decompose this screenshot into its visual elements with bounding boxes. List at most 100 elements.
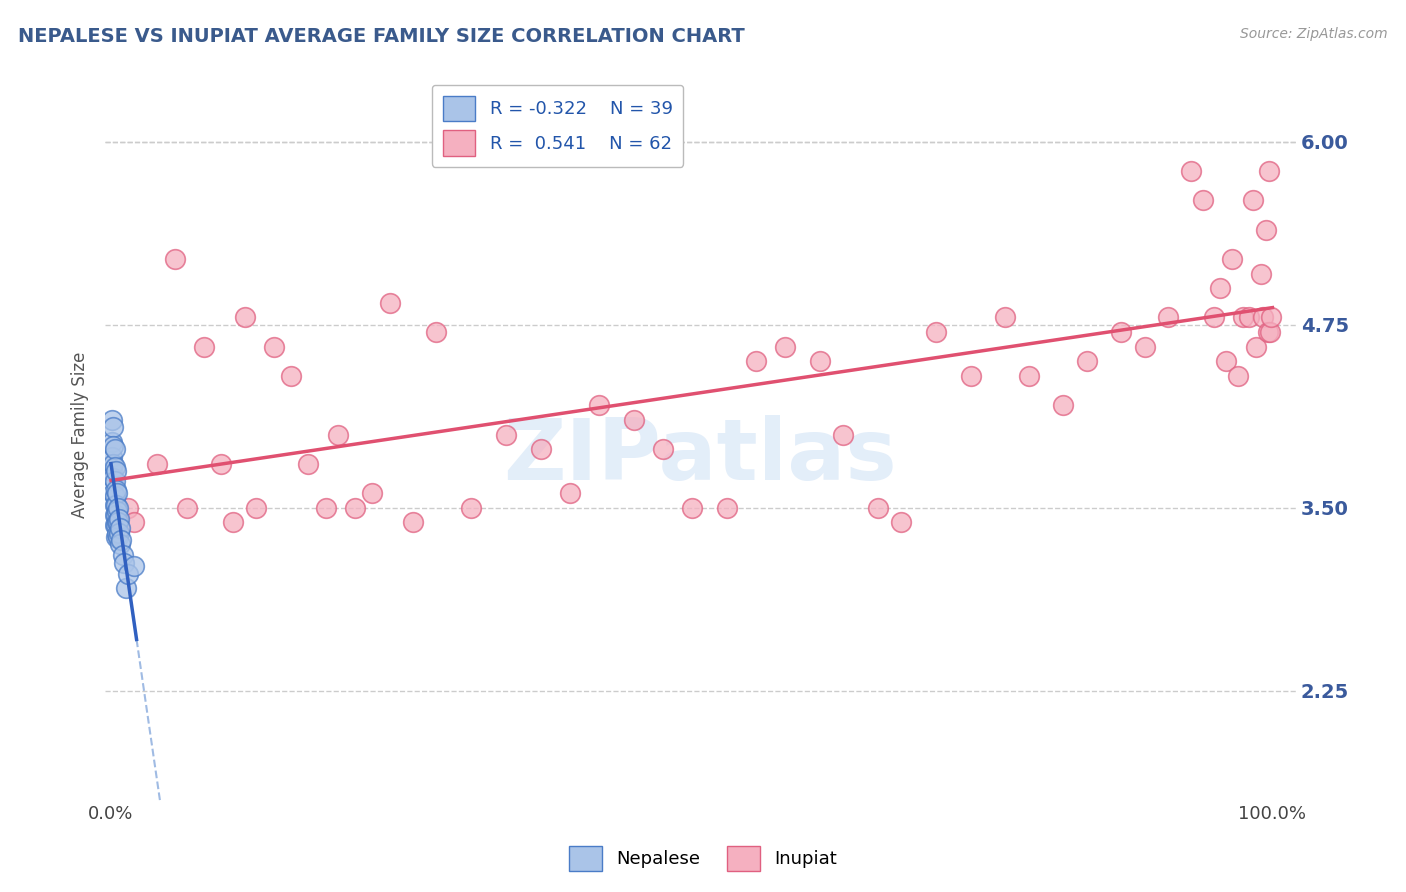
Point — [890, 516, 912, 530]
Point — [122, 516, 145, 530]
Point — [1076, 354, 1098, 368]
Point — [105, 504, 128, 518]
Point — [104, 483, 127, 498]
Point — [1232, 310, 1254, 325]
Point — [588, 398, 610, 412]
Point — [1133, 340, 1156, 354]
Point — [146, 457, 169, 471]
Point — [101, 413, 124, 427]
Point — [1191, 194, 1213, 208]
Point — [1180, 164, 1202, 178]
Point — [110, 537, 132, 551]
Point — [959, 369, 981, 384]
Point — [866, 500, 889, 515]
Point — [245, 500, 267, 515]
Point — [1209, 281, 1232, 295]
Point — [1018, 369, 1040, 384]
Point — [107, 516, 129, 530]
Point — [378, 295, 401, 310]
Point — [558, 486, 581, 500]
Point — [1052, 398, 1074, 412]
Point — [402, 516, 425, 530]
Point — [103, 475, 125, 489]
Point — [1250, 267, 1272, 281]
Point — [361, 486, 384, 500]
Point — [101, 464, 124, 478]
Point — [112, 557, 135, 571]
Point — [1241, 194, 1264, 208]
Point — [831, 427, 853, 442]
Point — [104, 530, 127, 544]
Point — [1157, 310, 1180, 325]
Point — [108, 512, 131, 526]
Point — [105, 486, 128, 500]
Point — [1251, 310, 1274, 325]
Point — [103, 489, 125, 503]
Point — [808, 354, 831, 368]
Legend: Nepalese, Inupiat: Nepalese, Inupiat — [562, 838, 844, 879]
Point — [117, 566, 139, 581]
Point — [111, 548, 134, 562]
Point — [104, 508, 127, 522]
Point — [103, 442, 125, 457]
Point — [1215, 354, 1237, 368]
Legend: R = -0.322    N = 39, R =  0.541    N = 62: R = -0.322 N = 39, R = 0.541 N = 62 — [432, 85, 683, 167]
Point — [101, 434, 124, 449]
Point — [103, 498, 125, 512]
Point — [425, 325, 447, 339]
Point — [107, 500, 129, 515]
Point — [460, 500, 482, 515]
Point — [209, 457, 232, 471]
Point — [193, 340, 215, 354]
Point — [773, 340, 796, 354]
Point — [326, 427, 349, 442]
Point — [103, 420, 125, 434]
Text: Source: ZipAtlas.com: Source: ZipAtlas.com — [1240, 27, 1388, 41]
Point — [530, 442, 553, 457]
Point — [163, 252, 186, 266]
Point — [623, 413, 645, 427]
Point — [122, 559, 145, 574]
Point — [104, 464, 127, 478]
Point — [107, 530, 129, 544]
Point — [1220, 252, 1243, 266]
Point — [103, 439, 125, 453]
Point — [103, 457, 125, 471]
Point — [263, 340, 285, 354]
Point — [297, 457, 319, 471]
Point — [716, 500, 738, 515]
Point — [1260, 310, 1282, 325]
Point — [103, 471, 125, 485]
Point — [110, 521, 132, 535]
Point — [1258, 164, 1281, 178]
Point — [233, 310, 256, 325]
Point — [1239, 310, 1261, 325]
Point — [681, 500, 703, 515]
Point — [1111, 325, 1133, 339]
Point — [222, 516, 245, 530]
Point — [101, 450, 124, 464]
Point — [343, 500, 366, 515]
Y-axis label: Average Family Size: Average Family Size — [72, 351, 89, 517]
Point — [104, 498, 127, 512]
Point — [103, 508, 125, 522]
Point — [1254, 222, 1277, 236]
Point — [108, 525, 131, 540]
Point — [110, 533, 132, 547]
Point — [924, 325, 946, 339]
Point — [1226, 369, 1249, 384]
Point — [103, 459, 125, 474]
Point — [105, 516, 128, 530]
Point — [1204, 310, 1226, 325]
Point — [651, 442, 673, 457]
Point — [994, 310, 1017, 325]
Point — [104, 518, 127, 533]
Point — [103, 486, 125, 500]
Point — [495, 427, 517, 442]
Text: NEPALESE VS INUPIAT AVERAGE FAMILY SIZE CORRELATION CHART: NEPALESE VS INUPIAT AVERAGE FAMILY SIZE … — [18, 27, 745, 45]
Point — [1244, 340, 1267, 354]
Point — [744, 354, 766, 368]
Point — [280, 369, 302, 384]
Point — [103, 518, 125, 533]
Point — [117, 500, 139, 515]
